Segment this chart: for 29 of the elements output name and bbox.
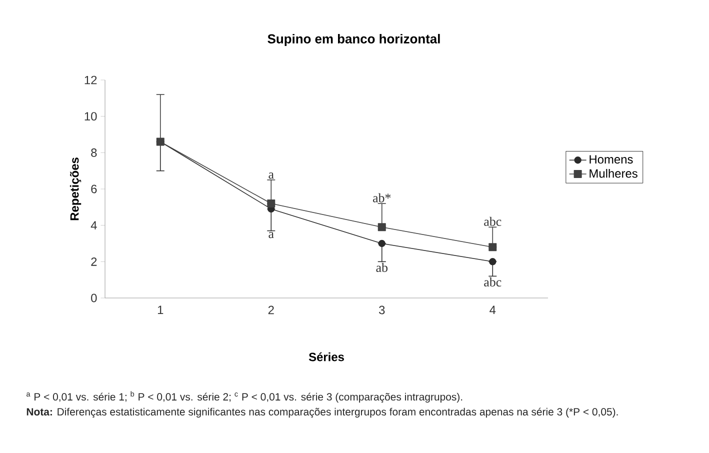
y-tick-label: 2 xyxy=(91,257,97,266)
annotation: ab* xyxy=(372,193,391,202)
y-axis-title: Repetições xyxy=(70,158,82,220)
y-tick-label: 12 xyxy=(84,76,97,84)
annotation: a xyxy=(268,172,274,179)
annotation: ab xyxy=(376,262,388,272)
x-tick-label: 1 xyxy=(158,306,164,314)
y-tick-label: 6 xyxy=(91,184,97,194)
annotation: a xyxy=(268,232,274,238)
x-axis-title: Séries xyxy=(308,352,344,362)
y-tick-label: 4 xyxy=(90,221,97,230)
annotation: abc xyxy=(484,216,502,226)
point xyxy=(267,200,276,208)
point xyxy=(488,243,497,252)
chart-title: Supino em banco horizontal xyxy=(268,34,440,46)
x-tick-label: 2 xyxy=(268,306,274,314)
y-tick-label: 8 xyxy=(91,148,97,157)
point xyxy=(378,223,386,232)
point xyxy=(489,258,496,266)
x-tick-label: 3 xyxy=(379,306,385,314)
y-tick-label: 10 xyxy=(84,112,97,121)
legend-label: Homens xyxy=(590,155,633,164)
text: Nota: Diferenças estatisticamente significantes nas comparações intergrupos foram encontradas apenas na série 3 (*P < 0,05). xyxy=(26,408,618,418)
y-tick-label: 0 xyxy=(91,294,97,302)
annotation: abc xyxy=(484,277,502,286)
text: $^{a}$ P < 0,01 vs. série 1; $^{b}$ P < 0,01 vs. série 2; $^{c}$ P < 0,01 vs. série 3 (comparações intragrupos). xyxy=(26,391,462,403)
point xyxy=(378,240,386,248)
legend-label: Mulheres xyxy=(590,168,638,178)
x-tick-label: 4 xyxy=(490,306,496,314)
